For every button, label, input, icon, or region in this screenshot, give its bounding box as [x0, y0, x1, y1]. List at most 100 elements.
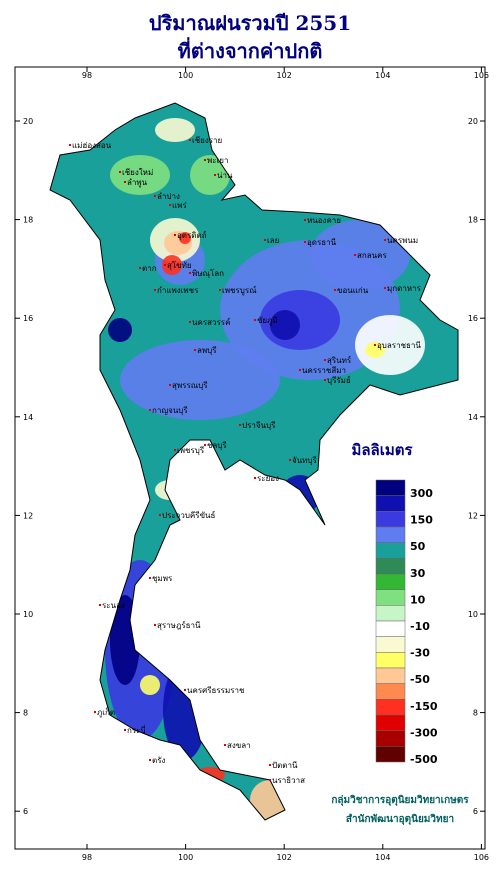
credit: สำนักพัฒนาอุตุนิยมวิทยา [346, 813, 454, 825]
station-dot [324, 359, 326, 361]
legend-label: -300 [410, 726, 438, 739]
place-label: ประจวบคีรีขันธ์ [162, 510, 216, 520]
station-dot [354, 254, 356, 256]
station-dot [384, 239, 386, 241]
lon-tick-label: 106 [474, 71, 489, 80]
place-label: แพร่ [172, 201, 187, 210]
place-label: ปัตตานี [272, 761, 298, 770]
place-label: ลำพูน [127, 178, 148, 188]
place-label: จันทบุรี [292, 456, 318, 465]
lon-tick-label: 100 [178, 71, 193, 80]
station-dot [159, 514, 161, 516]
place-label: หนองคาย [307, 216, 341, 225]
place-label: เลย [267, 236, 279, 245]
lat-tick-label: 6 [473, 807, 478, 816]
legend-swatch [375, 667, 406, 684]
station-dot [169, 384, 171, 386]
station-dot [149, 759, 151, 761]
place-label: ตาก [142, 264, 157, 273]
place-label: เชียงใหม่ [122, 168, 153, 177]
legend-swatch [375, 730, 406, 747]
station-dot [289, 459, 291, 461]
legend-swatch [375, 589, 406, 606]
rain-zone [162, 255, 182, 275]
legend-swatch [375, 479, 406, 496]
station-dot [204, 159, 206, 161]
rain-zone [190, 155, 230, 195]
place-label: พิษณุโลก [192, 268, 224, 278]
station-dot [139, 267, 141, 269]
station-dot [269, 779, 271, 781]
lat-tick-label: 12 [468, 511, 478, 520]
legend-label: -150 [410, 700, 438, 713]
place-label: ระนอง [102, 601, 125, 610]
station-dot [69, 144, 71, 146]
station-dot [174, 234, 176, 236]
legend-swatch [375, 746, 406, 763]
station-dot [99, 604, 101, 606]
station-dot [254, 319, 256, 321]
place-label: สุโขทัย [167, 260, 192, 270]
legend-swatch [375, 542, 406, 559]
station-dot [154, 195, 156, 197]
place-label: นครศรีธรรมราช [187, 686, 245, 695]
lat-tick-label: 10 [468, 610, 478, 619]
place-label: ขอนแก่น [337, 286, 369, 295]
place-label: สุพรรณบุรี [172, 381, 208, 390]
station-dot [214, 174, 216, 176]
station-dot [194, 349, 196, 351]
lat-tick-label: 12 [23, 511, 33, 520]
legend-swatch [375, 652, 406, 669]
station-dot [239, 424, 241, 426]
place-label: ตรัง [152, 756, 165, 765]
lat-tick-label: 8 [23, 709, 28, 718]
legend-label: -30 [410, 647, 430, 660]
place-label: พะเยา [207, 156, 228, 165]
place-label: ภูเก็ต [97, 707, 115, 718]
title: ปริมาณฝนรวมปี 2551 [149, 11, 351, 35]
legend-swatch [375, 526, 406, 543]
lat-tick-label: 18 [23, 216, 33, 225]
lat-tick-label: 20 [23, 117, 33, 126]
legend-swatch [375, 558, 406, 575]
legend-swatch [375, 495, 406, 512]
station-dot [254, 477, 256, 479]
country-border [49, 102, 459, 821]
place-label: นครราชสีมา [302, 366, 346, 375]
station-dot [154, 289, 156, 291]
station-dot [189, 321, 191, 323]
lon-tick-label: 102 [277, 71, 292, 80]
station-dot [304, 241, 306, 243]
place-label: กระบี่ [127, 724, 146, 735]
lon-tick-label: 106 [474, 853, 489, 862]
subtitle: ที่ต่างจากค่าปกติ [178, 36, 323, 63]
station-dot [124, 729, 126, 731]
place-label: ปราจีนบุรี [242, 421, 276, 430]
lon-tick-label: 102 [277, 853, 292, 862]
station-dot [224, 744, 226, 746]
rain-zone [365, 342, 385, 358]
lat-tick-label: 18 [468, 216, 478, 225]
station-dot [184, 689, 186, 691]
place-label: นครสวรรค์ [192, 317, 230, 327]
lat-tick-label: 14 [468, 413, 478, 422]
place-label: น่าน [217, 171, 233, 180]
station-dot [299, 369, 301, 371]
station-dot [154, 624, 156, 626]
legend-label: 10 [410, 593, 426, 606]
legend-label: -10 [410, 620, 430, 633]
legend-label: 30 [410, 567, 426, 580]
legend-label: 300 [410, 487, 433, 500]
station-dot [124, 181, 126, 183]
legend-swatch [375, 636, 406, 653]
station-dot [94, 711, 96, 713]
legend-label: -50 [410, 673, 430, 686]
place-label: นราธิวาส [272, 776, 305, 785]
place-label: สกลนคร [357, 251, 387, 260]
rain-zone [270, 310, 300, 340]
station-dot [169, 204, 171, 206]
legend-swatch [375, 699, 406, 716]
place-label: อุดรธานี [307, 238, 337, 247]
legend-label: -500 [410, 753, 438, 766]
